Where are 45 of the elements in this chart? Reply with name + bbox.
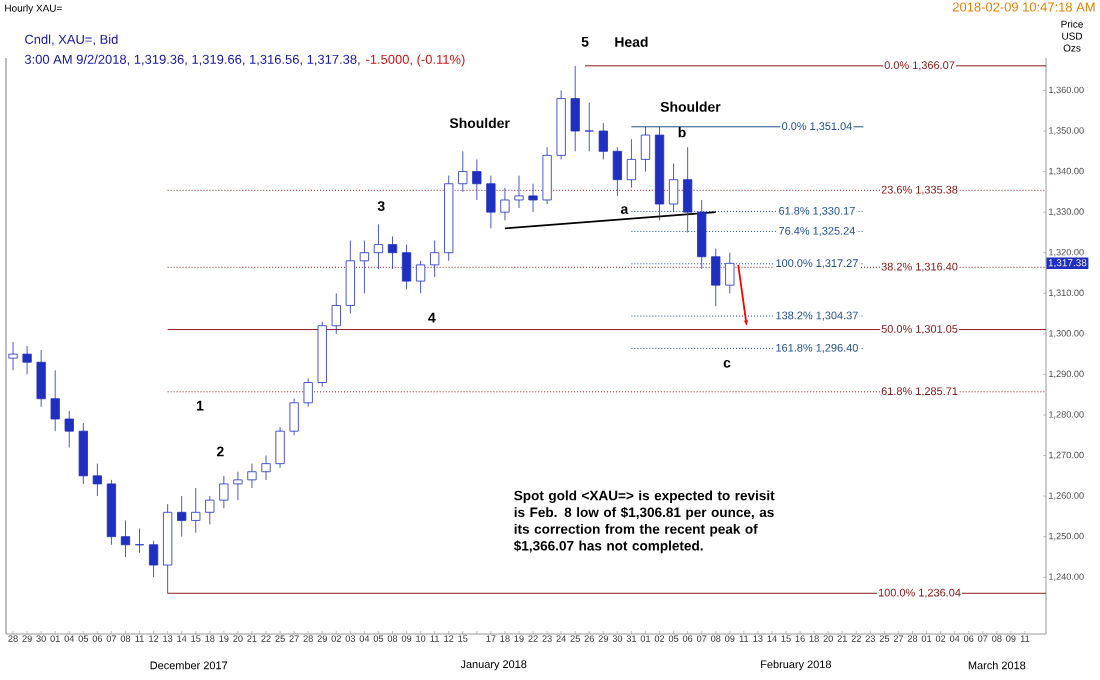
candlestick [36, 349, 46, 408]
candlestick [247, 463, 257, 489]
candlestick [683, 146, 693, 233]
candlestick [598, 122, 608, 160]
candlestick [345, 240, 355, 314]
candlestick [177, 495, 187, 538]
candlestick [219, 475, 229, 509]
candlestick [486, 175, 496, 229]
candlestick [303, 378, 313, 408]
candlestick [373, 223, 384, 270]
candlestick [415, 260, 426, 294]
candlestick [148, 540, 159, 578]
candlestick [8, 341, 18, 371]
candlestick [640, 126, 651, 172]
candlestick [472, 159, 482, 201]
candlestick [626, 138, 637, 189]
candlestick [92, 463, 102, 497]
candlestick [22, 345, 32, 375]
candlestick [458, 150, 468, 193]
candlestick [205, 495, 215, 525]
candlestick [401, 244, 412, 290]
candlestick [50, 369, 60, 432]
candlestick [78, 422, 88, 485]
candlestick [711, 248, 721, 307]
candlestick [289, 398, 299, 436]
candlestick [275, 426, 285, 469]
candlestick [528, 183, 538, 213]
candlestick [359, 240, 370, 294]
candlestick [514, 175, 524, 209]
candlestick [570, 65, 580, 152]
candlestick [261, 455, 271, 481]
candlestick [612, 146, 622, 197]
candlestick [191, 487, 201, 533]
candlestick [668, 163, 679, 213]
candlestick [430, 240, 440, 278]
candlestick [697, 199, 707, 270]
candlestick [542, 146, 552, 205]
candlestick [725, 252, 735, 294]
candlestick [500, 187, 510, 221]
candlestick [584, 102, 594, 152]
candlestick [331, 292, 341, 335]
candlestick [64, 410, 74, 448]
candlestick [233, 471, 243, 501]
candlestick [120, 520, 131, 558]
candlestick [387, 236, 398, 270]
